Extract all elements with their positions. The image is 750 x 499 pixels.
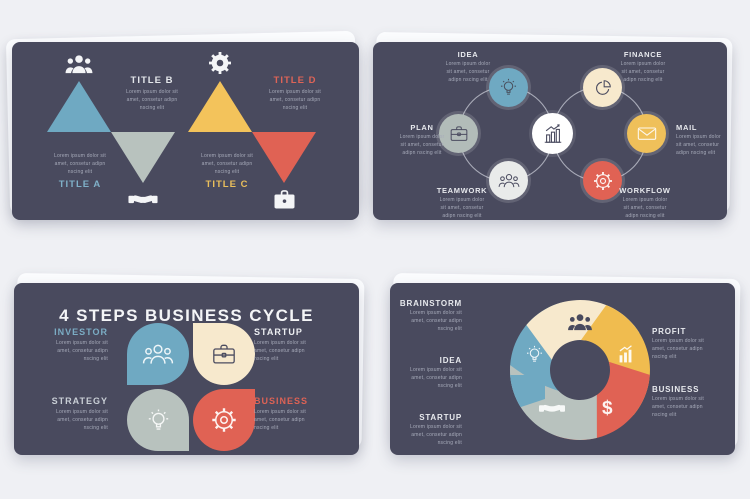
bar-chart-icon	[542, 123, 564, 145]
zigzag-item-c: Lorem ipsum dolor sit amet, consetur adi…	[195, 150, 259, 190]
node-description: Lorem ipsum dolor sit amet, consetur adi…	[676, 134, 721, 156]
triangle-yellow	[188, 81, 252, 132]
cycle-label-investor: INVESTOR Lorem ipsum dolor sit amet, con…	[24, 327, 108, 363]
slide-network-surface: IDEA Lorem ipsum dolor sit amet, consetu…	[373, 42, 727, 220]
gear-icon	[208, 51, 232, 75]
team-icon	[64, 53, 94, 75]
bar-chart-icon	[616, 345, 635, 364]
triangle-sage	[111, 132, 175, 183]
zigzag-item-b: TITLE B Lorem ipsum dolor sit amet, cons…	[120, 75, 184, 115]
envelope-icon	[637, 126, 657, 141]
petal-investor	[127, 323, 189, 385]
item-title: TITLE B	[130, 75, 174, 86]
node-title: PLAN	[410, 123, 434, 132]
slide-zigzag[interactable]: TITLE B Lorem ipsum dolor sit amet, cons…	[12, 42, 359, 220]
item-description: Lorem ipsum dolor sit amet, consetur adi…	[410, 367, 462, 389]
network-label-mail: MAIL Lorem ipsum dolor sit amet, consetu…	[676, 123, 726, 157]
network-label-idea: IDEA Lorem ipsum dolor sit amet, consetu…	[430, 50, 506, 84]
slide-cycle-surface: 4 STEPS BUSINESS CYCLE INVESTOR Lorem ip…	[14, 283, 359, 455]
petal-strategy	[127, 389, 189, 451]
node-description: Lorem ipsum dolor sit amet, consetur adi…	[620, 61, 666, 83]
node-mail	[627, 114, 666, 153]
briefcase-icon	[272, 188, 297, 211]
zigzag-item-d: TITLE D Lorem ipsum dolor sit amet, cons…	[263, 75, 327, 115]
item-description: Lorem ipsum dolor sit amet, consetur adi…	[652, 338, 704, 360]
handshake-icon	[128, 191, 158, 209]
lightbulb-icon	[145, 407, 172, 434]
item-description: Lorem ipsum dolor sit amet, consetur adi…	[410, 310, 462, 332]
node-plan	[439, 114, 478, 153]
node-title: IDEA	[457, 50, 479, 59]
node-teamwork	[489, 161, 528, 200]
pinwheel-label-brainstorm: BRAINSTORM Lorem ipsum dolor sit amet, c…	[396, 299, 462, 333]
item-description: Lorem ipsum dolor sit amet, consetur adi…	[254, 409, 306, 431]
item-title: BUSINESS	[652, 385, 700, 394]
item-title: STARTUP	[254, 327, 303, 337]
node-description: Lorem ipsum dolor sit amet, consetur adi…	[445, 61, 491, 83]
item-description: Lorem ipsum dolor sit amet, consetur adi…	[410, 424, 462, 446]
item-description: Lorem ipsum dolor sit amet, consetur adi…	[269, 89, 321, 111]
team-icon	[498, 172, 520, 189]
petal-business	[193, 389, 255, 451]
node-finance	[583, 68, 622, 107]
item-description: Lorem ipsum dolor sit amet, consetur adi…	[56, 340, 108, 362]
node-workflow	[583, 161, 622, 200]
item-title: PROFIT	[652, 327, 687, 336]
lightbulb-icon	[524, 344, 545, 365]
network-label-finance: FINANCE Lorem ipsum dolor sit amet, cons…	[605, 50, 681, 84]
triangle-blue	[47, 81, 111, 132]
briefcase-icon	[211, 342, 237, 366]
cycle-label-strategy: STRATEGY Lorem ipsum dolor sit amet, con…	[24, 396, 108, 432]
item-description: Lorem ipsum dolor sit amet, consetur adi…	[126, 89, 178, 111]
slide-cycle[interactable]: 4 STEPS BUSINESS CYCLE INVESTOR Lorem ip…	[14, 283, 359, 455]
item-description: Lorem ipsum dolor sit amet, consetur adi…	[56, 409, 108, 431]
petal-startup	[193, 323, 255, 385]
item-title: BUSINESS	[254, 396, 309, 406]
team-icon	[567, 312, 593, 332]
item-title: IDEA	[439, 356, 462, 365]
pinwheel-label-profit: PROFIT Lorem ipsum dolor sit amet, conse…	[652, 327, 728, 361]
zigzag-item-a: Lorem ipsum dolor sit amet, consetur adi…	[48, 150, 112, 190]
node-title: FINANCE	[623, 50, 663, 59]
node-description: Lorem ipsum dolor sit amet, consetur adi…	[399, 134, 445, 156]
node-idea	[489, 68, 528, 107]
node-title: TEAMWORK	[436, 186, 488, 195]
slide-pinwheel[interactable]: $ BRAINSTORM Lorem ipsum dolor sit amet,…	[390, 283, 735, 455]
item-title: TITLE A	[58, 179, 102, 191]
slide-pinwheel-surface: $ BRAINSTORM Lorem ipsum dolor sit amet,…	[390, 283, 735, 455]
slide-title: 4 STEPS BUSINESS CYCLE	[59, 306, 314, 326]
slide-network[interactable]: IDEA Lorem ipsum dolor sit amet, consetu…	[373, 42, 727, 220]
node-title: WORKFLOW	[619, 186, 671, 195]
node-description: Lorem ipsum dolor sit amet, consetur adi…	[622, 197, 668, 219]
node-description: Lorem ipsum dolor sit amet, consetur adi…	[439, 197, 485, 219]
item-title: INVESTOR	[54, 327, 108, 337]
item-title: STRATEGY	[51, 396, 108, 406]
network-label-workflow: WORKFLOW Lorem ipsum dolor sit amet, con…	[607, 186, 683, 220]
cycle-label-startup: STARTUP Lorem ipsum dolor sit amet, cons…	[254, 327, 338, 363]
node-center-hub	[532, 113, 573, 154]
pinwheel-blades	[509, 299, 650, 440]
item-description: Lorem ipsum dolor sit amet, consetur adi…	[254, 340, 306, 362]
item-description: Lorem ipsum dolor sit amet, consetur adi…	[54, 153, 106, 175]
item-title: TITLE C	[205, 179, 249, 191]
pinwheel-label-idea: IDEA Lorem ipsum dolor sit amet, consetu…	[396, 356, 462, 390]
dollar-icon: $	[602, 398, 613, 419]
cycle-label-business: BUSINESS Lorem ipsum dolor sit amet, con…	[254, 396, 338, 432]
item-title: TITLE D	[273, 75, 317, 86]
gear-icon	[211, 407, 237, 433]
item-title: STARTUP	[419, 413, 462, 422]
slide-zigzag-surface: TITLE B Lorem ipsum dolor sit amet, cons…	[12, 42, 359, 220]
handshake-icon	[539, 401, 565, 417]
triangle-red	[252, 132, 316, 183]
node-title: MAIL	[676, 123, 698, 132]
network-label-teamwork: TEAMWORK Lorem ipsum dolor sit amet, con…	[424, 186, 500, 220]
item-title: BRAINSTORM	[399, 299, 462, 308]
network-label-plan: PLAN Lorem ipsum dolor sit amet, consetu…	[384, 123, 460, 157]
team-icon	[142, 342, 174, 366]
item-description: Lorem ipsum dolor sit amet, consetur adi…	[201, 153, 253, 175]
pinwheel-label-business: BUSINESS Lorem ipsum dolor sit amet, con…	[652, 385, 728, 419]
item-description: Lorem ipsum dolor sit amet, consetur adi…	[652, 396, 704, 418]
pinwheel-label-startup: STARTUP Lorem ipsum dolor sit amet, cons…	[396, 413, 462, 447]
